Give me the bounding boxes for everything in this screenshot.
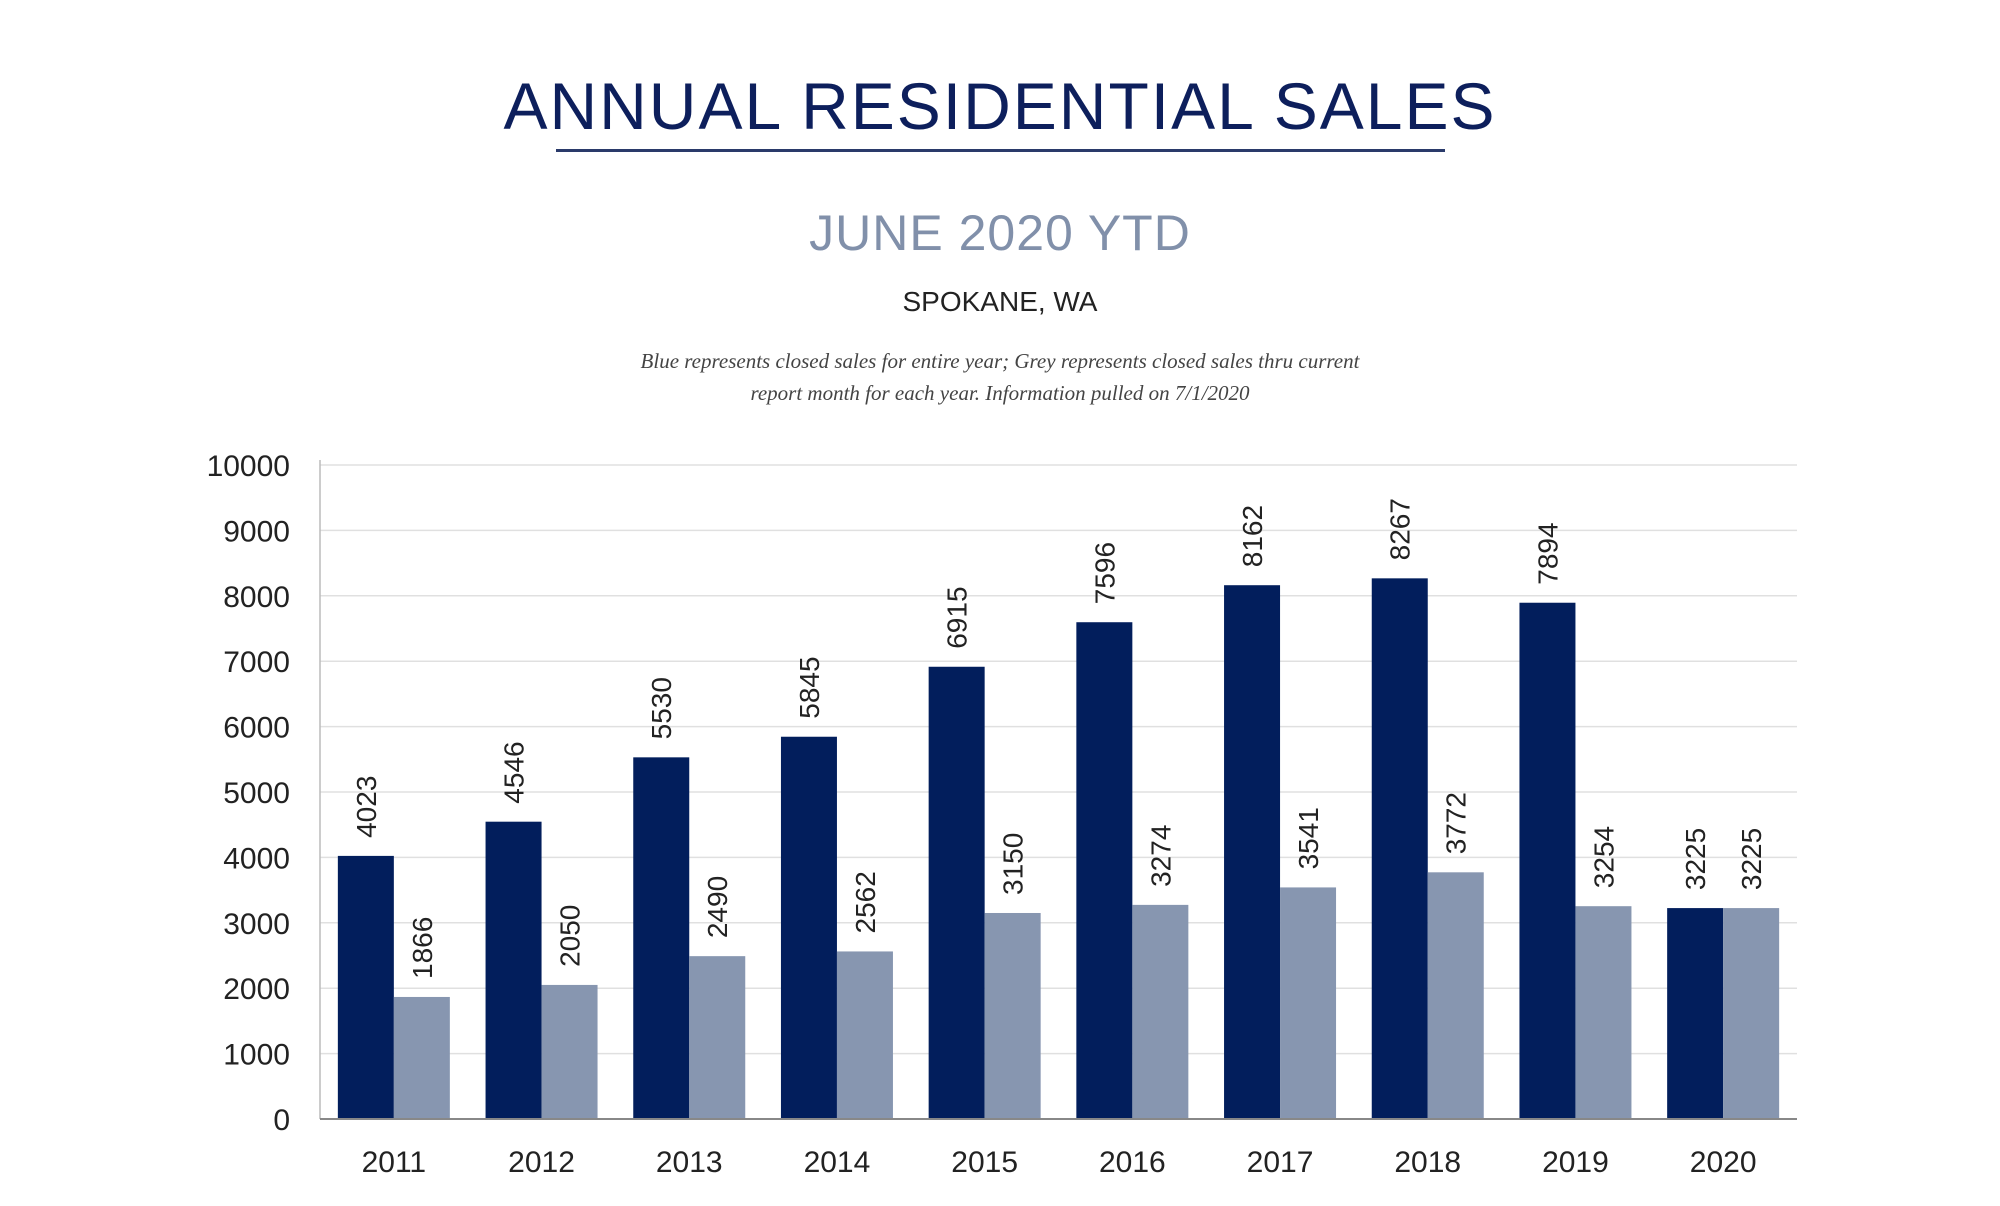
bar-2011-series-1: [337, 855, 394, 1119]
bar-2012-series-1: [485, 821, 542, 1119]
y-tick-label: 9000: [223, 515, 290, 548]
data-label: 3150: [998, 833, 1029, 895]
y-tick-label: 7000: [223, 646, 290, 679]
data-label: 2562: [850, 871, 881, 933]
data-label: 3274: [1145, 825, 1176, 887]
x-tick-label: 2020: [1690, 1146, 1757, 1179]
data-label: 7596: [1089, 542, 1120, 604]
data-label: 6915: [942, 586, 973, 648]
y-tick-label: 4000: [223, 842, 290, 875]
x-tick-label: 2018: [1394, 1146, 1461, 1179]
bar-2014-series-2: [836, 951, 893, 1119]
bar-2015-series-1: [928, 666, 985, 1119]
data-label: 2490: [702, 876, 733, 938]
data-label: 3254: [1588, 826, 1619, 888]
data-label: 8267: [1385, 498, 1416, 560]
bar-2012-series-2: [541, 984, 598, 1119]
bar-2018-series-1: [1371, 578, 1428, 1119]
x-tick-label: 2012: [508, 1146, 575, 1179]
data-label: 3772: [1441, 792, 1472, 854]
x-tick-label: 2011: [362, 1146, 427, 1179]
data-label: 8162: [1237, 505, 1268, 567]
y-tick-label: 5000: [223, 777, 290, 810]
bar-2019-series-2: [1575, 906, 1632, 1119]
bar-2011-series-2: [393, 996, 450, 1119]
title-underline: [556, 149, 1445, 152]
data-label: 5845: [794, 656, 825, 718]
bar-2016-series-2: [1132, 904, 1189, 1119]
bar-2018-series-2: [1427, 872, 1484, 1119]
bar-2016-series-1: [1076, 622, 1133, 1119]
x-tick-label: 2019: [1542, 1146, 1609, 1179]
data-label: 3225: [1680, 828, 1711, 890]
bar-2020-series-2: [1723, 908, 1780, 1119]
x-tick-label: 2013: [656, 1146, 723, 1179]
bar-2017-series-2: [1280, 887, 1337, 1119]
y-tick-label: 0: [273, 1104, 290, 1137]
y-tick-label: 1000: [223, 1039, 290, 1072]
x-tick-label: 2017: [1247, 1146, 1314, 1179]
note-line-1: Blue represents closed sales for entire …: [640, 349, 1360, 373]
data-label: 2050: [555, 905, 586, 967]
bar-2014-series-1: [780, 736, 837, 1119]
data-label: 3541: [1293, 807, 1324, 869]
data-label: 4546: [499, 741, 530, 803]
data-label: 5530: [646, 677, 677, 739]
bar-2015-series-2: [984, 912, 1041, 1119]
bar-2020-series-1: [1667, 908, 1724, 1119]
location-label: SPOKANE, WA: [902, 286, 1098, 317]
data-label: 4023: [351, 776, 382, 838]
x-tick-label: 2014: [804, 1146, 871, 1179]
bar-2013-series-2: [689, 956, 746, 1119]
chart-title: ANNUAL RESIDENTIAL SALES: [503, 69, 1497, 143]
y-tick-label: 3000: [223, 908, 290, 941]
note-line-2: report month for each year. Information …: [750, 381, 1250, 405]
bar-2013-series-1: [633, 757, 690, 1119]
data-label: 7894: [1532, 522, 1563, 584]
x-tick-label: 2015: [951, 1146, 1018, 1179]
y-tick-label: 8000: [223, 581, 290, 614]
y-tick-label: 10000: [207, 450, 290, 483]
data-label: 3225: [1736, 828, 1767, 890]
chart-subtitle: JUNE 2020 YTD: [809, 205, 1191, 261]
data-label: 1866: [407, 917, 438, 979]
bar-2019-series-1: [1519, 602, 1576, 1119]
x-tick-label: 2016: [1099, 1146, 1166, 1179]
bar-2017-series-1: [1224, 585, 1281, 1119]
y-tick-label: 2000: [223, 973, 290, 1006]
y-tick-label: 6000: [223, 712, 290, 745]
